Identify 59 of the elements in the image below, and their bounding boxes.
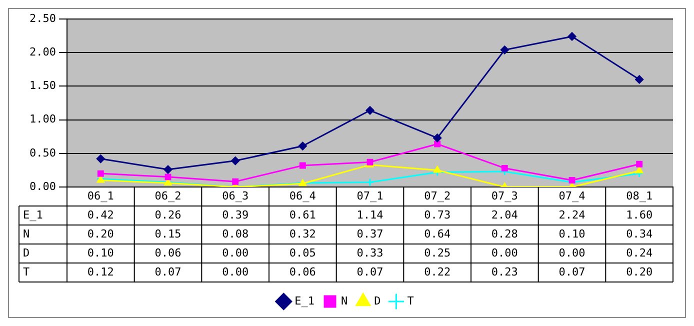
data-label: 0.64 [424, 227, 451, 240]
data-label: 0.10 [558, 227, 586, 240]
x-tick-label: 06_2 [154, 189, 182, 202]
legend-label: T [407, 294, 414, 308]
text: D [23, 246, 30, 260]
data-label: 1.60 [626, 208, 653, 222]
data-label: 0.28 [491, 227, 518, 240]
data-label: 0.07 [356, 265, 384, 278]
text: E_1 [23, 208, 43, 222]
y-tick-label: 0.50 [30, 146, 56, 160]
y-tick-label: 2.00 [30, 45, 56, 58]
x-tick-label: 07_1 [356, 189, 384, 202]
data-label: 0.34 [626, 227, 653, 240]
data-label: 0.73 [424, 208, 451, 222]
data-label: 0.39 [222, 208, 249, 222]
x-tick-label: 06_1 [87, 189, 114, 202]
y-tick-label: 1.00 [30, 112, 56, 126]
data-label: 0.00 [222, 246, 249, 260]
data-label: 0.24 [626, 246, 653, 260]
data-label: 0.25 [424, 246, 451, 260]
data-label: 0.22 [424, 265, 451, 278]
data-label: 0.20 [87, 227, 114, 240]
data-label: 1.14 [356, 208, 384, 222]
data-label: 0.26 [154, 208, 182, 222]
text: T [23, 265, 30, 278]
data-label: 0.33 [356, 246, 384, 260]
data-label: 0.10 [87, 246, 114, 260]
data-label: 0.08 [222, 227, 249, 240]
data-label: 0.23 [491, 265, 518, 278]
data-label: 0.00 [558, 246, 586, 260]
data-label: 0.61 [289, 208, 316, 222]
data-label: 2.24 [558, 208, 586, 222]
legend-label: E_1 [294, 294, 315, 308]
data-label: 0.07 [558, 265, 586, 278]
data-label: 0.32 [289, 227, 316, 240]
x-tick-label: 06_3 [222, 189, 249, 202]
data-label: 0.42 [87, 208, 114, 222]
data-label: 2.04 [491, 208, 518, 222]
y-tick-label: 2.50 [30, 12, 56, 25]
x-tick-label: 07_4 [558, 189, 586, 202]
x-tick-label: 07_2 [424, 189, 451, 202]
data-label: 0.07 [154, 265, 182, 278]
data-label: 0.37 [356, 227, 384, 240]
x-tick-label: 08_1 [626, 189, 653, 202]
y-tick-label: 1.50 [30, 79, 56, 92]
data-label: 0.06 [289, 265, 316, 278]
text: N [23, 227, 30, 240]
x-tick-label: 07_3 [491, 189, 518, 202]
data-label: 0.06 [154, 246, 182, 260]
data-label: 0.15 [154, 227, 182, 240]
legend-label: N [341, 294, 348, 308]
legend-label: D [374, 294, 381, 308]
data-label: 0.00 [491, 246, 518, 260]
data-label: 0.00 [222, 265, 249, 278]
data-label: 0.20 [626, 265, 653, 278]
x-tick-label: 06_4 [289, 189, 316, 202]
y-tick-label: 0.00 [30, 180, 56, 193]
data-label: 0.05 [289, 246, 316, 260]
data-label: 0.12 [87, 265, 114, 278]
